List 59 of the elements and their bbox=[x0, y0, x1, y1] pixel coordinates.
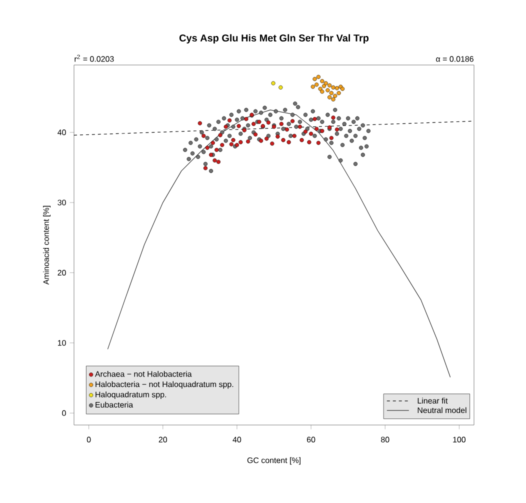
point bbox=[308, 132, 314, 136]
point bbox=[214, 148, 219, 152]
point bbox=[246, 139, 250, 144]
point bbox=[298, 124, 302, 129]
point bbox=[326, 88, 330, 92]
point bbox=[286, 140, 291, 144]
point bbox=[292, 134, 296, 138]
point bbox=[328, 83, 332, 88]
point bbox=[334, 86, 340, 90]
chart-title: Cys Asp Glu His Met Gln Ser Thr Val Trp bbox=[179, 34, 369, 44]
point bbox=[314, 82, 319, 87]
point bbox=[331, 85, 336, 90]
point bbox=[329, 91, 334, 96]
point bbox=[266, 120, 270, 125]
point bbox=[198, 121, 202, 126]
point bbox=[228, 118, 232, 122]
point bbox=[252, 122, 256, 126]
point bbox=[331, 97, 336, 102]
point bbox=[244, 116, 248, 122]
point bbox=[202, 134, 206, 138]
point bbox=[314, 126, 319, 131]
point bbox=[279, 122, 284, 126]
point bbox=[312, 76, 317, 82]
point bbox=[278, 85, 283, 90]
point bbox=[340, 86, 345, 91]
point bbox=[238, 140, 243, 144]
point bbox=[329, 136, 334, 140]
point bbox=[218, 133, 222, 138]
point bbox=[310, 84, 315, 89]
point bbox=[284, 128, 290, 132]
point bbox=[307, 140, 312, 144]
point bbox=[300, 138, 304, 142]
point bbox=[336, 91, 341, 96]
point bbox=[236, 124, 241, 128]
point bbox=[253, 132, 258, 137]
point bbox=[334, 128, 340, 132]
point bbox=[229, 142, 234, 146]
point bbox=[203, 166, 208, 170]
point bbox=[320, 79, 324, 84]
point bbox=[312, 116, 317, 122]
point bbox=[331, 116, 336, 120]
point bbox=[271, 81, 276, 86]
point bbox=[216, 160, 220, 164]
point bbox=[328, 95, 332, 100]
point bbox=[212, 158, 217, 162]
point bbox=[290, 119, 295, 124]
point bbox=[316, 74, 320, 79]
point bbox=[281, 138, 286, 142]
point bbox=[324, 81, 328, 86]
point bbox=[320, 90, 324, 94]
point bbox=[333, 94, 338, 98]
point bbox=[264, 136, 269, 141]
point bbox=[316, 140, 320, 145]
point bbox=[220, 142, 224, 148]
point bbox=[276, 134, 280, 139]
point bbox=[231, 138, 236, 142]
point bbox=[210, 140, 215, 145]
point bbox=[270, 142, 274, 146]
point bbox=[205, 146, 210, 150]
